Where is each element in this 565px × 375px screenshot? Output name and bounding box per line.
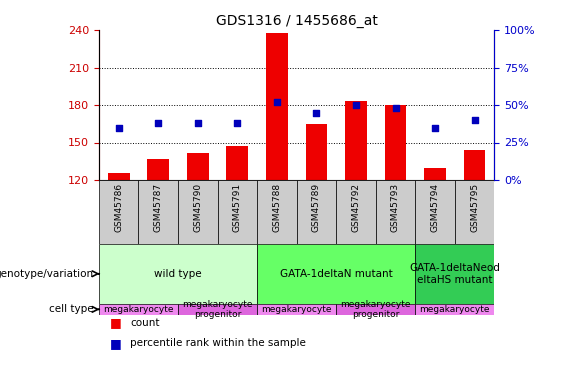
Bar <box>108 172 129 180</box>
Point <box>154 120 163 126</box>
Point <box>431 124 440 130</box>
Bar <box>227 146 248 180</box>
Point <box>351 102 360 108</box>
Bar <box>345 101 367 180</box>
Text: megakaryocyte
progenitor: megakaryocyte progenitor <box>341 300 411 319</box>
Bar <box>306 124 327 180</box>
Text: GSM45788: GSM45788 <box>272 183 281 232</box>
Text: megakaryocyte: megakaryocyte <box>103 305 173 314</box>
Text: GSM45787: GSM45787 <box>154 183 163 232</box>
Text: GSM45792: GSM45792 <box>351 183 360 232</box>
Text: megakaryocyte: megakaryocyte <box>262 305 332 314</box>
Bar <box>99 304 178 315</box>
Bar <box>187 153 208 180</box>
Point <box>391 105 400 111</box>
Point <box>312 110 321 116</box>
Text: GSM45794: GSM45794 <box>431 183 440 232</box>
Point <box>470 117 479 123</box>
Bar <box>464 150 485 180</box>
Bar <box>257 304 336 315</box>
Bar <box>218 180 257 244</box>
Bar <box>297 180 336 244</box>
Bar <box>376 180 415 244</box>
Text: ■: ■ <box>110 337 122 350</box>
Text: GSM45793: GSM45793 <box>391 183 400 232</box>
Bar <box>385 105 406 180</box>
Bar <box>99 180 138 244</box>
Point <box>114 124 123 130</box>
Bar <box>257 180 297 244</box>
Bar <box>266 33 288 180</box>
Text: megakaryocyte: megakaryocyte <box>420 305 490 314</box>
Text: GSM45790: GSM45790 <box>193 183 202 232</box>
Text: GSM45786: GSM45786 <box>114 183 123 232</box>
Bar <box>415 304 494 315</box>
Text: ■: ■ <box>110 316 122 329</box>
Bar <box>178 304 257 315</box>
Point <box>233 120 242 126</box>
Text: GATA-1deltaN mutant: GATA-1deltaN mutant <box>280 269 393 279</box>
Bar <box>424 168 446 180</box>
Text: megakaryocyte
progenitor: megakaryocyte progenitor <box>182 300 253 319</box>
Bar <box>415 180 455 244</box>
Text: GSM45789: GSM45789 <box>312 183 321 232</box>
Bar <box>147 159 169 180</box>
Bar <box>336 180 376 244</box>
Point <box>193 120 202 126</box>
Bar <box>178 180 218 244</box>
Text: percentile rank within the sample: percentile rank within the sample <box>130 338 306 348</box>
Bar <box>138 180 178 244</box>
Bar <box>455 180 494 244</box>
Title: GDS1316 / 1455686_at: GDS1316 / 1455686_at <box>216 13 377 28</box>
Text: GSM45791: GSM45791 <box>233 183 242 232</box>
Text: genotype/variation: genotype/variation <box>0 269 93 279</box>
Text: wild type: wild type <box>154 269 202 279</box>
Bar <box>415 244 494 304</box>
Text: cell type: cell type <box>49 304 93 314</box>
Bar <box>336 304 415 315</box>
Bar <box>257 244 415 304</box>
Point <box>272 99 281 105</box>
Text: GATA-1deltaNeod
eltaHS mutant: GATA-1deltaNeod eltaHS mutant <box>410 263 500 285</box>
Text: GSM45795: GSM45795 <box>470 183 479 232</box>
Text: count: count <box>130 318 159 327</box>
Bar <box>99 244 257 304</box>
